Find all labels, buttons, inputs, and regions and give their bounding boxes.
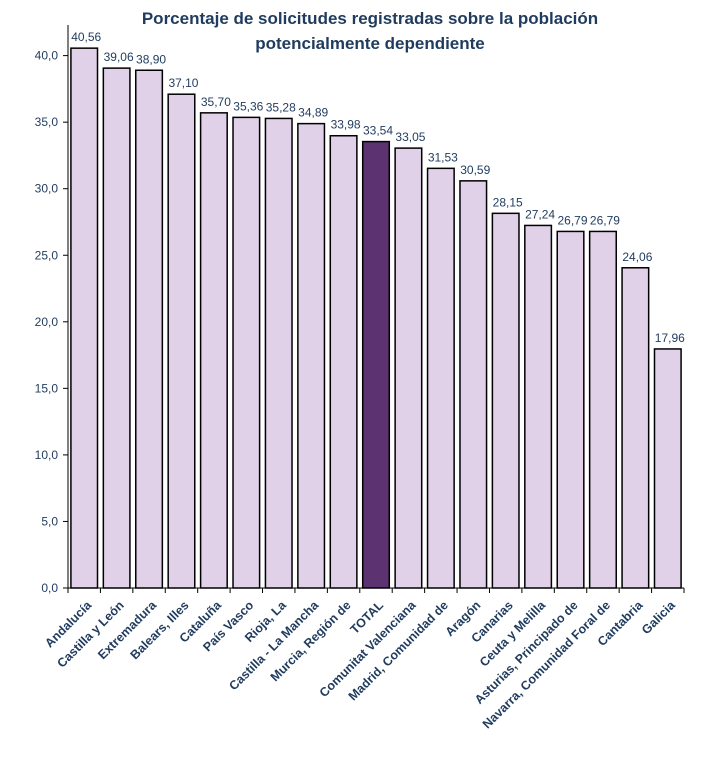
bar (329, 134, 358, 589)
data-label: 17,96 (655, 331, 685, 345)
category-label: Galicia (639, 597, 679, 637)
y-tick-label: 35,0 (35, 115, 59, 129)
bar (491, 212, 520, 589)
y-tick-label: 40,0 (35, 49, 59, 63)
y-tick-label: 25,0 (35, 248, 59, 262)
data-label: 39,06 (104, 50, 134, 64)
bar (232, 116, 261, 589)
bar (297, 122, 326, 589)
y-tick-label: 5,0 (41, 514, 58, 528)
bar (102, 67, 131, 589)
y-tick-label: 15,0 (35, 381, 59, 395)
bar (394, 147, 423, 589)
bar (135, 69, 164, 589)
data-label: 31,53 (428, 150, 458, 164)
data-label: 24,06 (622, 250, 652, 264)
data-label: 28,15 (493, 195, 523, 209)
data-label: 34,89 (298, 106, 328, 120)
bar-total (361, 140, 391, 589)
bar (459, 180, 488, 589)
data-label: 35,36 (233, 99, 263, 113)
data-label: 33,98 (331, 118, 361, 132)
data-label: 33,05 (395, 130, 425, 144)
data-label: 26,79 (590, 213, 620, 227)
y-tick-label: 10,0 (35, 448, 59, 462)
data-label: 30,59 (460, 163, 490, 177)
bar (167, 93, 196, 589)
data-label: 37,10 (168, 76, 198, 90)
data-label: 33,54 (363, 124, 393, 138)
bar (588, 230, 617, 589)
y-tick-label: 0,0 (41, 581, 58, 595)
bar (621, 267, 650, 589)
y-tick-label: 20,0 (35, 315, 59, 329)
bar (426, 167, 455, 589)
bar (199, 112, 228, 589)
bar (264, 117, 293, 589)
data-label: 35,28 (266, 100, 296, 114)
bar (653, 348, 682, 589)
data-label: 26,79 (558, 213, 588, 227)
chart-title-line-1: Porcentaje de solicitudes registradas so… (141, 9, 599, 28)
chart-title-line-2: potencialmente dependiente (255, 34, 485, 53)
chart-title: Porcentaje de solicitudes registradas so… (0, 6, 710, 56)
bar (524, 224, 553, 589)
data-label: 40,56 (71, 30, 101, 44)
bar (556, 230, 585, 589)
data-label: 35,70 (201, 95, 231, 109)
y-tick-label: 30,0 (35, 182, 59, 196)
bar (70, 47, 99, 589)
data-label: 38,90 (136, 52, 166, 66)
data-label: 27,24 (525, 207, 555, 221)
